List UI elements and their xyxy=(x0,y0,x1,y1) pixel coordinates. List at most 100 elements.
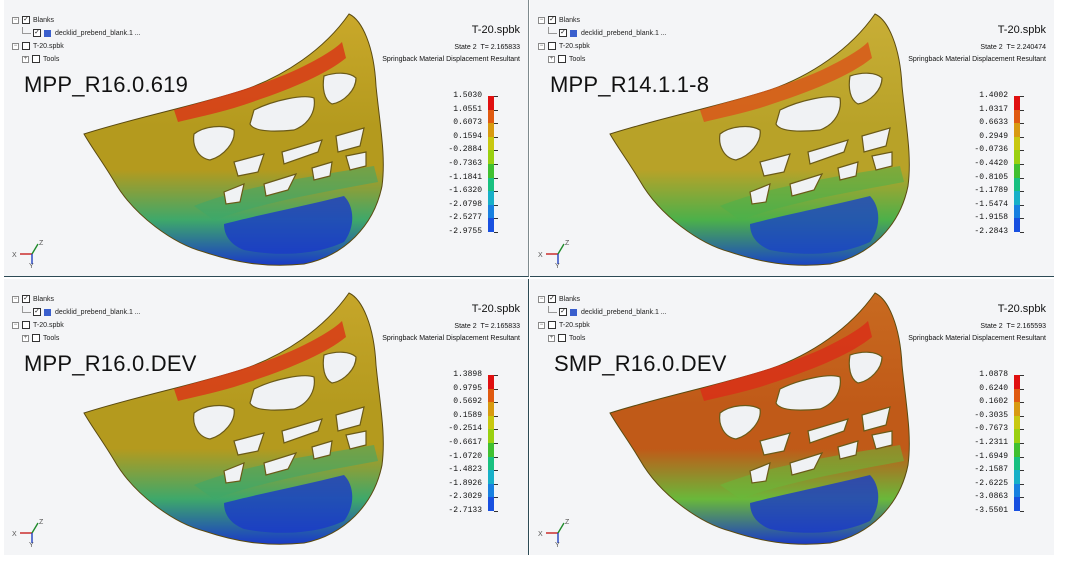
legend-color-band xyxy=(1014,497,1020,511)
state-label: State 2 xyxy=(980,323,1003,330)
tree-item-tools[interactable]: + Tools xyxy=(538,332,667,345)
checkbox-checked[interactable]: ✓ xyxy=(559,29,567,38)
axis-label-z: Z xyxy=(565,519,570,526)
legend-tick xyxy=(494,443,498,444)
tree-item-blanks[interactable]: − ✓ Blanks xyxy=(12,293,141,306)
part-color-swatch xyxy=(44,308,51,316)
collapse-icon[interactable]: − xyxy=(538,42,545,50)
legend-color-band xyxy=(488,191,494,205)
checkbox-unchecked[interactable] xyxy=(22,321,30,330)
decklid-part-contour[interactable] xyxy=(74,285,404,547)
legend-tick xyxy=(494,191,498,193)
checkbox-unchecked[interactable] xyxy=(548,321,556,330)
time-label: T= 2.165833 xyxy=(480,44,520,51)
checkbox-checked[interactable]: ✓ xyxy=(22,295,30,304)
checkbox-checked[interactable]: ✓ xyxy=(22,16,30,25)
checkbox-checked[interactable]: ✓ xyxy=(548,16,556,25)
tree-item-tools[interactable]: + Tools xyxy=(12,53,141,66)
legend-color-band xyxy=(488,177,494,192)
result-viewport-3[interactable]: − ✓ Blanks ✓ decklid_prebend_blank.1 ... − T… xyxy=(4,279,529,555)
tree-label: Tools xyxy=(569,335,586,342)
checkbox-checked[interactable]: ✓ xyxy=(33,29,41,38)
tree-item-blank[interactable]: ✓ decklid_prebend_blank.1 ... xyxy=(12,27,141,40)
legend-tick xyxy=(494,388,498,390)
checkbox-unchecked[interactable] xyxy=(22,42,30,51)
checkbox-checked[interactable]: ✓ xyxy=(548,295,556,304)
legend-value: -2.3029 xyxy=(448,492,482,502)
checkbox-unchecked[interactable] xyxy=(32,55,40,64)
legend-color-band xyxy=(1014,388,1020,403)
legend-tick xyxy=(1020,511,1024,512)
legend-color-band xyxy=(1014,429,1020,443)
legend-color-band xyxy=(488,497,494,511)
expand-icon[interactable]: + xyxy=(22,55,29,63)
tree-item-blank[interactable]: ✓ decklid_prebend_blank.1 ... xyxy=(538,306,667,319)
axis-label-x: X xyxy=(538,252,543,259)
legend-value: 0.1589 xyxy=(453,410,482,420)
file-name: T-20.spbk xyxy=(997,24,1046,36)
decklid-part-contour[interactable] xyxy=(600,285,930,547)
expand-icon[interactable]: + xyxy=(548,55,555,63)
fringe-legend: 1.3898 0.9795 0.5692 0.1589 -0.2514 -0.6617 -1… xyxy=(448,370,498,515)
tree-item-tool-group[interactable]: − T-20.spbk xyxy=(12,40,141,53)
collapse-icon[interactable]: − xyxy=(12,321,19,329)
result-viewport-4[interactable]: − ✓ Blanks ✓ decklid_prebend_blank.1 ... − T… xyxy=(530,279,1054,555)
expand-icon[interactable]: + xyxy=(22,334,29,342)
result-viewport-2[interactable]: − ✓ Blanks ✓ decklid_prebend_blank.1 ... − T… xyxy=(530,0,1054,277)
legend-color-band xyxy=(1014,163,1020,178)
legend-value: -1.6949 xyxy=(974,451,1008,461)
collapse-icon[interactable]: − xyxy=(12,295,19,303)
legend-tick xyxy=(494,150,498,152)
coordinate-triad-icon: X Z Y xyxy=(12,240,44,268)
legend-tick xyxy=(494,232,498,233)
tree-label: Blanks xyxy=(33,296,55,303)
legend-color-band xyxy=(488,109,494,124)
collapse-icon[interactable]: − xyxy=(12,42,19,50)
time-label: T= 2.165593 xyxy=(1006,323,1046,330)
result-viewport-1[interactable]: − ✓ Blanks ✓ decklid_prebend_blank.1 ... − T… xyxy=(4,0,529,277)
tree-item-blanks[interactable]: − ✓ Blanks xyxy=(538,293,667,306)
collapse-icon[interactable]: − xyxy=(538,321,545,329)
legend-tick xyxy=(494,375,498,376)
legend-color-band xyxy=(1014,150,1020,164)
decklid-part-contour[interactable] xyxy=(74,6,404,268)
decklid-part-contour[interactable] xyxy=(600,6,930,268)
checkbox-unchecked[interactable] xyxy=(32,334,40,343)
collapse-icon[interactable]: − xyxy=(538,295,545,303)
legend-tick xyxy=(494,136,498,138)
tree-item-blanks[interactable]: − ✓ Blanks xyxy=(12,14,141,27)
legend-color-band xyxy=(488,442,494,457)
legend-color-band xyxy=(1014,177,1020,192)
checkbox-checked[interactable]: ✓ xyxy=(33,308,41,317)
legend-tick xyxy=(1020,191,1024,193)
tree-item-tool-group[interactable]: − T-20.spbk xyxy=(538,40,667,53)
solver-version-title: MPP_R16.0.DEV xyxy=(24,351,197,376)
collapse-icon[interactable]: − xyxy=(12,16,19,24)
fringe-legend: 1.5030 1.0551 0.6073 0.1594 -0.2884 -0.7363 -1… xyxy=(448,91,498,236)
tree-item-blank[interactable]: ✓ decklid_prebend_blank.1 ... xyxy=(538,27,667,40)
tree-connector xyxy=(22,306,31,313)
checkbox-unchecked[interactable] xyxy=(558,334,566,343)
legend-value: -2.2843 xyxy=(974,227,1008,236)
legend-tick xyxy=(494,415,498,417)
state-time: State 2 T= 2.165833 xyxy=(454,44,520,51)
tree-label: Blanks xyxy=(559,296,581,303)
viewport-grid: − ✓ Blanks ✓ decklid_prebend_blank.1 ... − T… xyxy=(4,0,1056,558)
tree-item-blanks[interactable]: − ✓ Blanks xyxy=(538,14,667,27)
tree-item-tool-group[interactable]: − T-20.spbk xyxy=(538,319,667,332)
tree-item-tool-group[interactable]: − T-20.spbk xyxy=(12,319,141,332)
checkbox-unchecked[interactable] xyxy=(558,55,566,64)
legend-value: -3.5501 xyxy=(974,506,1008,515)
expand-icon[interactable]: + xyxy=(548,334,555,342)
legend-value: -2.9755 xyxy=(448,227,482,236)
model-tree: − ✓ Blanks ✓ decklid_prebend_blank.1 ... − T… xyxy=(12,14,141,66)
tree-item-tools[interactable]: + Tools xyxy=(12,332,141,345)
tree-item-tools[interactable]: + Tools xyxy=(538,53,667,66)
legend-tick xyxy=(494,470,498,472)
coordinate-triad-icon: X Z Y xyxy=(12,519,44,547)
tree-item-blank[interactable]: ✓ decklid_prebend_blank.1 ... xyxy=(12,306,141,319)
checkbox-checked[interactable]: ✓ xyxy=(559,308,567,317)
legend-color-band xyxy=(488,163,494,178)
checkbox-unchecked[interactable] xyxy=(548,42,556,51)
collapse-icon[interactable]: − xyxy=(538,16,545,24)
